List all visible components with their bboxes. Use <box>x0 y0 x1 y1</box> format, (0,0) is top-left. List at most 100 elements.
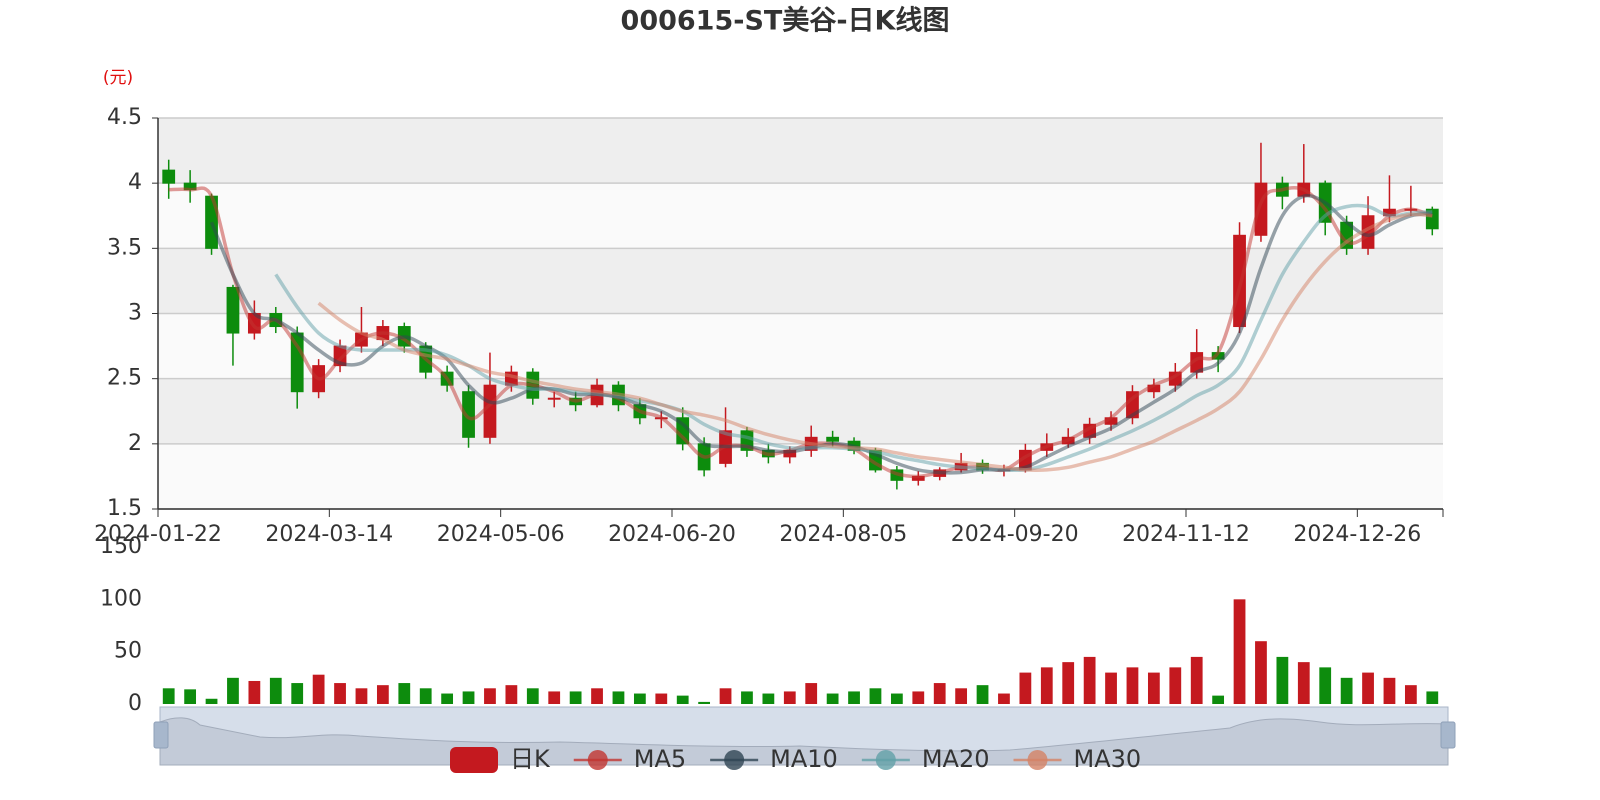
volume-bar <box>1404 685 1417 704</box>
volume-bar <box>1383 677 1396 704</box>
volume-bar <box>1147 672 1160 704</box>
volume-bar <box>698 701 711 704</box>
volume-bar <box>1340 677 1353 704</box>
split-area <box>158 378 1443 444</box>
x-tick-label: 2024-08-05 <box>779 522 907 547</box>
legend: 日K MA5 MA10 MA20 MA30 <box>450 745 1141 773</box>
volume-bar <box>548 691 561 704</box>
volume-bar <box>1126 667 1139 704</box>
chart-title: 000615-ST美谷-日K线图 <box>621 5 950 37</box>
volume-bar <box>526 688 539 704</box>
volume-bar <box>1426 691 1439 704</box>
volume-bar <box>1019 672 1032 704</box>
candle-body <box>1254 182 1268 236</box>
x-tick-label: 2024-01-22 <box>94 522 222 547</box>
zoom-handle[interactable] <box>153 721 169 749</box>
candle-body <box>547 397 561 400</box>
volume-bar <box>462 691 475 704</box>
volume-bar <box>869 688 882 704</box>
volume-bar <box>419 688 432 704</box>
volume-bar <box>1362 672 1374 704</box>
volume-bar <box>1190 656 1203 704</box>
volume-bar <box>162 688 175 704</box>
volume-bar <box>1233 599 1246 704</box>
y-tick-label: 2 <box>128 431 142 456</box>
legend-item[interactable]: MA20 <box>861 745 990 773</box>
candle-body <box>1425 208 1439 230</box>
candle-body <box>462 391 475 438</box>
y-tick-label: 1.5 <box>107 496 142 521</box>
volume-bar <box>826 693 839 704</box>
legend-icon <box>587 750 608 770</box>
split-area <box>158 118 1443 184</box>
x-tick-label: 2024-05-06 <box>437 522 565 547</box>
volume-bar <box>1319 667 1332 704</box>
volume-bar <box>741 691 753 704</box>
y-tick-label: 2.5 <box>107 366 142 391</box>
volume-bar <box>1169 667 1182 704</box>
split-area <box>158 183 1443 249</box>
volume-tick-label: 100 <box>100 586 142 611</box>
legend-item[interactable]: 日K <box>450 745 551 773</box>
split-area <box>158 248 1443 314</box>
volume-bar <box>291 683 304 704</box>
x-tick-label: 2024-09-20 <box>951 522 1079 547</box>
volume-bar <box>1062 662 1075 704</box>
volume-bar <box>484 688 496 704</box>
legend-item[interactable]: MA30 <box>1013 745 1142 773</box>
volume-bar <box>398 683 411 704</box>
legend-label: MA5 <box>634 745 686 773</box>
volume-bar <box>312 674 325 704</box>
candle-body <box>826 436 840 442</box>
volume-bar <box>376 685 389 704</box>
volume-bar <box>998 693 1010 704</box>
volume-bar <box>848 691 860 704</box>
volume-bar <box>633 693 646 704</box>
volume-bar <box>505 685 518 704</box>
volume-bar <box>719 688 732 704</box>
candle-body <box>483 384 497 438</box>
volume-bar <box>676 695 689 704</box>
legend-label: MA20 <box>922 745 990 773</box>
volume-bar <box>1040 667 1053 704</box>
ma-line <box>317 212 1433 472</box>
y-tick-label: 3.5 <box>107 235 142 260</box>
volume-bar <box>227 677 239 704</box>
volume-bar <box>655 693 668 704</box>
volume-bar <box>1212 695 1225 704</box>
candle-body <box>162 169 176 184</box>
legend-item[interactable]: MA10 <box>710 745 838 773</box>
x-tick-label: 2024-06-20 <box>608 522 736 547</box>
volume-bar <box>1105 672 1117 704</box>
volume-bar <box>184 689 197 704</box>
volume-bar <box>762 693 775 704</box>
volume-bar <box>591 688 603 704</box>
legend-icon <box>1027 750 1048 770</box>
volume-bar <box>1297 662 1310 704</box>
volume-bar <box>1083 656 1096 704</box>
zoom-handle[interactable] <box>1440 721 1456 749</box>
volume-bar <box>933 683 946 704</box>
volume-bar <box>1255 641 1267 704</box>
volume-bar <box>355 688 368 704</box>
x-tick-label: 2024-03-14 <box>265 522 393 547</box>
legend-icon <box>724 750 745 770</box>
legend-item[interactable]: MA5 <box>573 745 686 773</box>
split-area <box>158 443 1443 509</box>
volume-bar <box>805 683 818 704</box>
legend-label: 日K <box>510 745 551 773</box>
volume-bar <box>569 691 582 704</box>
volume-bar <box>441 693 454 704</box>
x-tick-label: 2024-12-26 <box>1293 522 1421 547</box>
volume-tick-label: 150 <box>100 534 142 559</box>
volume-bar <box>783 691 796 704</box>
volume-bar <box>269 677 282 704</box>
volume-bar <box>890 693 903 704</box>
legend-label: MA10 <box>770 745 838 773</box>
volume-bar <box>1276 656 1289 704</box>
y-tick-label: 4.5 <box>107 105 142 130</box>
volume-bar <box>976 685 989 704</box>
volume-tick-label: 50 <box>114 639 142 664</box>
